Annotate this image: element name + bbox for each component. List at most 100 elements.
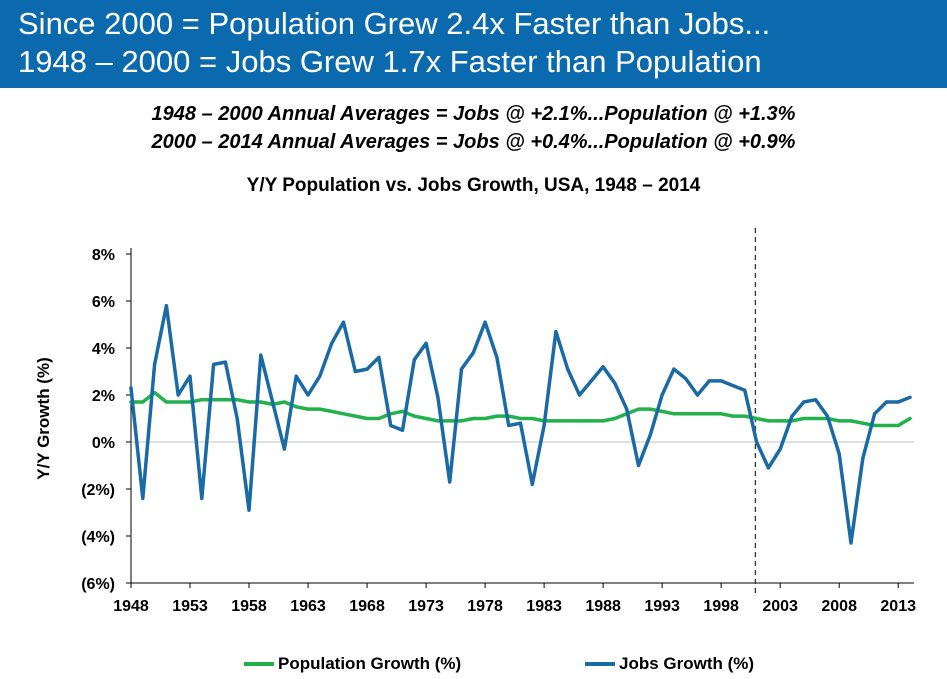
data-point-population [601,419,605,423]
y-tick-label: 4% [92,341,115,358]
data-point-jobs [849,541,853,545]
data-point-population [896,423,900,428]
data-point-jobs [825,414,830,418]
y-tick-label: 8% [92,247,115,264]
data-point-jobs [873,412,877,416]
data-point-population [141,400,145,404]
data-point-population [247,400,251,404]
data-point-jobs [908,395,912,399]
data-point-jobs [247,508,251,512]
data-point-population [365,416,369,421]
legend-swatch-jobs [585,662,615,666]
data-point-jobs [223,360,227,364]
data-point-jobs [235,416,239,421]
data-point-population [566,419,570,423]
data-point-population [330,409,334,413]
data-point-jobs [141,496,145,500]
data-point-jobs [566,367,570,371]
data-point-jobs [778,447,782,451]
data-point-jobs [672,367,676,371]
legend-label-jobs: Jobs Growth (%) [619,654,755,673]
data-point-population [707,412,711,416]
data-point-population [200,398,204,402]
data-point-jobs [176,393,180,397]
data-point-population [459,419,464,423]
x-tick-label: 1963 [290,598,326,615]
data-point-population [259,400,263,404]
data-point-population [448,419,452,423]
data-point-population [530,416,534,421]
data-point-jobs [424,341,428,345]
data-point-population [873,423,877,428]
data-point-jobs [341,320,346,324]
data-point-population [400,409,405,413]
x-tick-label: 1993 [644,598,680,615]
data-point-jobs [495,355,499,359]
data-point-population [436,419,440,423]
header-line-1: Since 2000 = Population Grew 2.4x Faster… [18,6,771,41]
data-point-jobs [365,367,369,371]
data-point-jobs [518,421,523,425]
legend-item-jobs: Jobs Growth (%) [585,654,754,674]
x-tick-label: 1983 [526,598,562,615]
data-point-jobs [896,400,900,404]
x-tick-label: 2003 [762,598,798,615]
legend-label-population: Population Growth (%) [278,654,462,673]
data-point-population [589,419,593,423]
data-point-jobs [483,320,487,324]
data-point-jobs [436,395,440,399]
data-point-population [884,423,889,428]
header-banner: Since 2000 = Population Grew 2.4x Faster… [0,0,947,88]
data-point-population [802,416,806,421]
data-point-jobs [790,414,794,418]
x-tick-label: 2008 [821,598,857,615]
data-point-jobs [601,365,605,369]
data-point-jobs [695,393,700,397]
data-point-jobs [707,379,711,383]
data-point-population [766,419,771,423]
data-point-population [778,419,782,423]
data-point-jobs [719,379,723,383]
x-tick-label: 1998 [703,598,739,615]
data-point-jobs [755,440,759,444]
data-point-population [235,398,239,402]
data-point-jobs [731,384,735,388]
data-point-population [471,416,475,421]
data-point-population [743,414,747,418]
data-point-population [731,414,735,418]
data-point-jobs [837,452,841,456]
data-point-population [695,412,700,416]
data-point-jobs [471,351,475,355]
x-tick-label: 1953 [172,598,208,615]
data-point-population [483,416,487,421]
chart-title: Y/Y Population vs. Jobs Growth, USA, 194… [246,175,701,196]
data-point-jobs [306,393,310,397]
data-point-population [577,419,582,423]
y-tick-label: 6% [92,294,115,311]
data-point-jobs [636,463,641,468]
data-point-jobs [884,400,889,404]
data-point-jobs [589,379,593,383]
data-point-population [341,412,346,416]
data-point-jobs [554,330,558,334]
data-point-population [684,412,688,416]
data-point-population [282,400,286,404]
data-point-jobs [648,433,652,437]
data-point-population [755,416,759,421]
data-point-jobs [743,388,747,392]
header-line-2: 1948 – 2000 = Jobs Grew 1.7x Faster than… [18,44,762,79]
data-point-jobs [459,367,464,371]
subtitle-line-2: 2000 – 2014 Annual Averages = Jobs @ +0.… [151,131,796,153]
y-tick-label: 2% [92,388,115,405]
x-tick-label: 1958 [231,598,267,615]
data-point-jobs [188,374,192,378]
data-point-jobs [129,386,133,390]
data-point-jobs [660,393,664,397]
data-point-jobs [684,377,688,381]
data-point-jobs [389,423,393,428]
data-point-jobs [861,456,865,460]
data-point-jobs [153,362,157,366]
data-point-population [412,414,416,418]
data-point-jobs [212,362,216,366]
